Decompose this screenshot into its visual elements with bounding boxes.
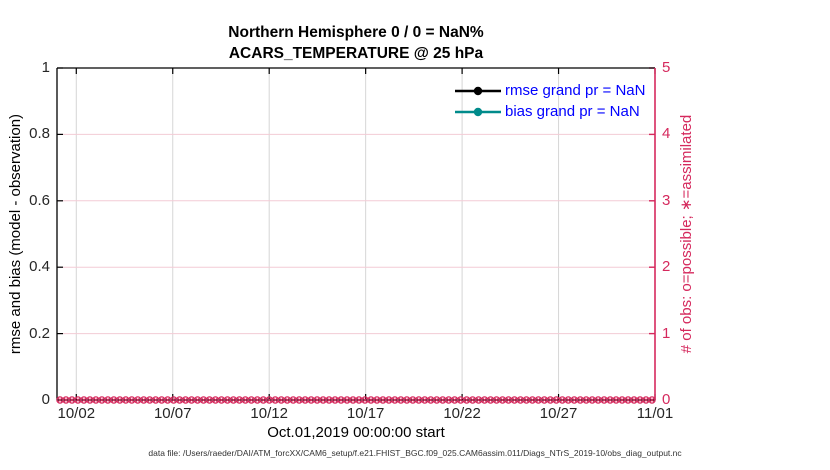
x-tick-label: 10/27 xyxy=(539,405,578,422)
y-right-tick-label: 5 xyxy=(662,59,671,76)
x-tick-label: 10/17 xyxy=(346,405,385,422)
bias-line-marker-icon xyxy=(455,107,501,116)
y-left-tick-label: 0.6 xyxy=(29,191,50,209)
y-left-tick-label: 0.8 xyxy=(29,125,50,143)
y-left-tick-label: 0.4 xyxy=(29,258,50,276)
y-left-tick-label: 0.2 xyxy=(29,324,50,342)
y-right-tick-label: 3 xyxy=(662,191,671,209)
y-left-tick-label: 0 xyxy=(41,391,50,408)
legend: rmse grand pr = NaN bias grand pr = NaN xyxy=(455,80,645,122)
legend-row-bias: bias grand pr = NaN xyxy=(455,101,645,122)
y-right-tick-label: 1 xyxy=(662,324,671,342)
x-tick-label: 10/02 xyxy=(57,405,96,422)
y-right-tick-label: 4 xyxy=(662,125,671,143)
x-axis-label: Oct.01,2019 00:00:00 start xyxy=(267,424,445,441)
plot-title-line2: ACARS_TEMPERATURE @ 25 hPa xyxy=(228,45,484,62)
y-axis-label-left: rmse and bias (model - observation) xyxy=(7,113,24,355)
x-tick-label: 10/07 xyxy=(153,405,192,422)
x-tick-label: 10/22 xyxy=(443,405,481,422)
y-right-tick-label: 0 xyxy=(662,391,671,408)
legend-label-bias: bias grand pr = NaN xyxy=(505,103,640,120)
y-axis-label-right: # of obs: o=possible; ∗=assimilated xyxy=(678,114,695,354)
y-right-tick-label: 2 xyxy=(662,258,671,276)
rmse-line-marker-icon xyxy=(455,86,501,95)
y-left-tick-label: 1 xyxy=(41,59,50,76)
x-tick-label: 10/12 xyxy=(250,405,288,422)
x-tick-label: 11/01 xyxy=(636,405,674,422)
data-file-annotation: data file: /Users/raeder/DAI/ATM_forcXX/… xyxy=(148,448,682,458)
plot-title-line1: Northern Hemisphere 0 / 0 = NaN% xyxy=(228,24,484,41)
legend-row-rmse: rmse grand pr = NaN xyxy=(455,80,645,101)
legend-label-rmse: rmse grand pr = NaN xyxy=(505,82,646,99)
